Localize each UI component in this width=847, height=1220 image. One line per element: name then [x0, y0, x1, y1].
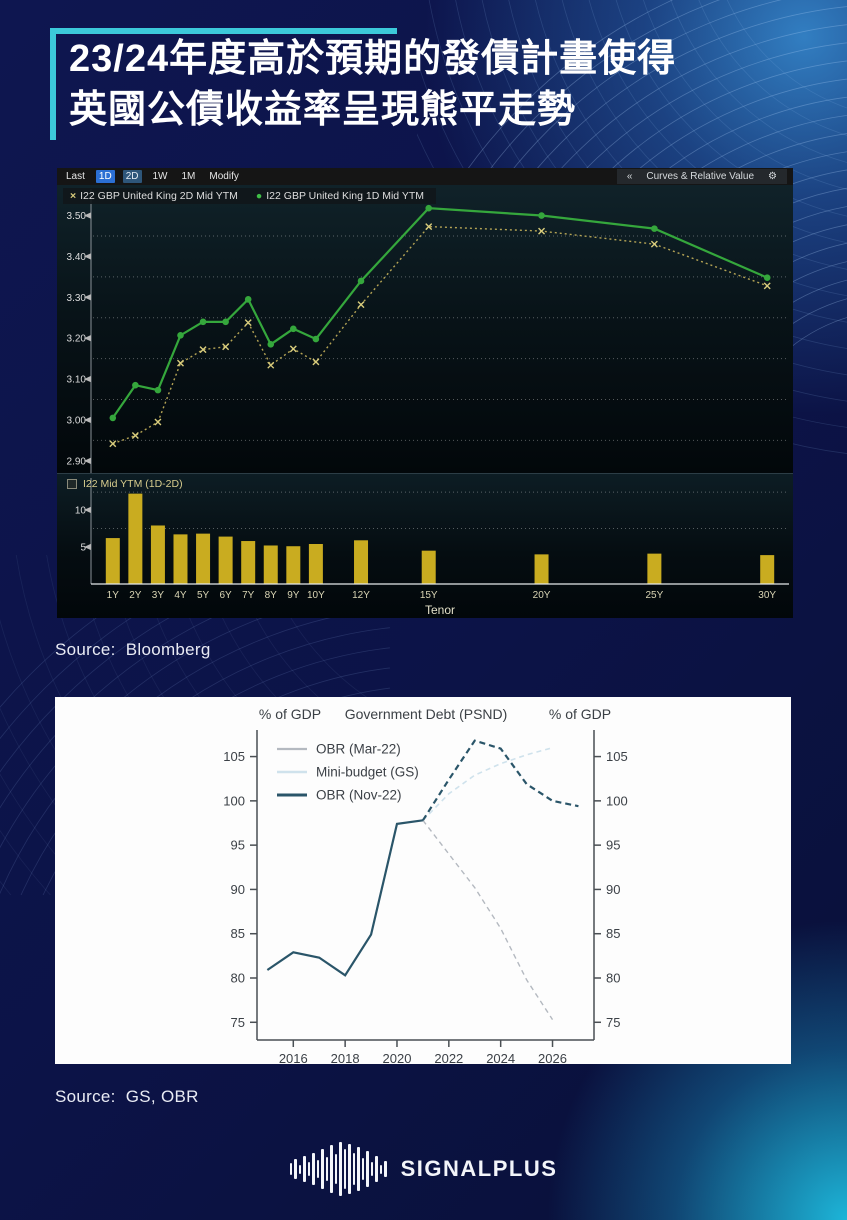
bloomberg-toolbar: Last 1D 2D 1W 1M Modify « Curves & Relat…: [57, 168, 793, 185]
svg-text:100: 100: [606, 793, 628, 808]
legend-item-2d[interactable]: × I22 GBP United King 2D Mid YTM: [70, 190, 238, 202]
range-2d-button[interactable]: 2D: [122, 170, 142, 183]
svg-text:3.10: 3.10: [67, 375, 87, 386]
range-1w-button[interactable]: 1W: [152, 171, 168, 182]
source-gs-obr-caption: Source: GS, OBR: [55, 1087, 199, 1106]
bar-legend-label: I22 Mid YTM (1D-2D): [83, 478, 183, 490]
svg-text:10: 10: [75, 505, 87, 516]
svg-text:Mini-budget (GS): Mini-budget (GS): [316, 765, 419, 780]
title-accent-left-bar: [50, 28, 56, 140]
svg-text:25Y: 25Y: [645, 590, 663, 601]
svg-text:100: 100: [223, 793, 245, 808]
legend-checkbox-icon[interactable]: [67, 479, 77, 489]
bar-chart-legend[interactable]: I22 Mid YTM (1D-2D): [67, 478, 183, 490]
government-debt-chart-panel: % of GDP Government Debt (PSND) % of GDP…: [55, 697, 791, 1064]
svg-text:2020: 2020: [383, 1051, 412, 1064]
svg-text:2016: 2016: [279, 1051, 308, 1064]
range-1m-button[interactable]: 1M: [181, 171, 196, 182]
svg-text:6Y: 6Y: [220, 590, 233, 601]
svg-text:95: 95: [606, 838, 620, 853]
page-title-line1: 23/24年度高於預期的發債計畫使得: [69, 38, 677, 80]
right-axis-unit-label: % of GDP: [548, 706, 612, 722]
left-axis-unit-label: % of GDP: [258, 706, 322, 722]
svg-text:105: 105: [223, 749, 245, 764]
page-title: 23/24年度高於預期的發債計畫使得 英國公債收益率呈現熊平走勢: [69, 34, 809, 136]
svg-text:90: 90: [231, 882, 245, 897]
svg-text:90: 90: [606, 882, 620, 897]
panel-title-bar: « Curves & Relative Value ⚙: [616, 169, 787, 184]
dot-marker-icon: ●: [255, 190, 263, 202]
svg-text:80: 80: [231, 971, 245, 986]
svg-text:10Y: 10Y: [307, 590, 325, 601]
svg-text:1Y: 1Y: [107, 590, 120, 601]
svg-text:2018: 2018: [331, 1051, 360, 1064]
svg-text:75: 75: [231, 1015, 245, 1030]
svg-text:80: 80: [606, 971, 620, 986]
svg-text:7Y: 7Y: [242, 590, 255, 601]
svg-text:3.30: 3.30: [67, 293, 87, 304]
gear-icon[interactable]: ⚙: [768, 171, 777, 182]
svg-text:85: 85: [606, 926, 620, 941]
svg-text:20Y: 20Y: [533, 590, 551, 601]
svg-text:3.50: 3.50: [67, 211, 87, 222]
yield-curve-chart-area: × I22 GBP United King 2D Mid YTM ● I22 GBP…: [57, 185, 793, 473]
svg-text:2024: 2024: [486, 1051, 515, 1064]
svg-text:2Y: 2Y: [129, 590, 142, 601]
svg-text:5Y: 5Y: [197, 590, 210, 601]
svg-text:3.00: 3.00: [67, 415, 87, 426]
ytm-spread-bar-chart-area: I22 Mid YTM (1D-2D) 5 10 1Y 2Y 3Y 4Y 5Y 6Y 7Y 8Y 9…: [57, 473, 793, 618]
svg-text:OBR (Nov-22): OBR (Nov-22): [316, 788, 402, 803]
svg-text:2022: 2022: [434, 1051, 463, 1064]
legend-label-2d: I22 GBP United King 2D Mid YTM: [80, 190, 238, 202]
last-label: Last: [66, 171, 85, 182]
svg-text:5: 5: [80, 542, 86, 553]
svg-text:2.90: 2.90: [67, 456, 87, 467]
yield-curve-legend: × I22 GBP United King 2D Mid YTM ● I22 GBP…: [63, 188, 437, 204]
title-accent-top-bar: [50, 28, 397, 34]
svg-text:15Y: 15Y: [420, 590, 438, 601]
svg-text:75: 75: [606, 1015, 620, 1030]
svg-text:30Y: 30Y: [758, 590, 776, 601]
svg-text:105: 105: [606, 749, 628, 764]
modify-button[interactable]: Modify: [209, 171, 239, 182]
panel-title: Curves & Relative Value: [646, 171, 755, 182]
svg-text:9Y: 9Y: [287, 590, 300, 601]
range-1d-button[interactable]: 1D: [95, 170, 115, 183]
svg-text:85: 85: [231, 926, 245, 941]
gdp-chart-title: Government Debt (PSND): [344, 706, 508, 722]
svg-text:8Y: 8Y: [265, 590, 278, 601]
svg-text:3Y: 3Y: [152, 590, 165, 601]
svg-text:12Y: 12Y: [352, 590, 370, 601]
brand-name: SIGNALPLUS: [400, 1156, 558, 1181]
bloomberg-terminal-panel: Last 1D 2D 1W 1M Modify « Curves & Relat…: [57, 168, 793, 618]
svg-text:Tenor: Tenor: [425, 603, 455, 617]
legend-item-1d[interactable]: ● I22 GBP United King 1D Mid YTM: [256, 190, 424, 202]
page-title-line2: 英國公債收益率呈現熊平走勢: [69, 89, 577, 131]
svg-text:4Y: 4Y: [174, 590, 187, 601]
svg-text:3.40: 3.40: [67, 252, 87, 263]
ytm-spread-bar-svg: 5 10 1Y 2Y 3Y 4Y 5Y 6Y 7Y 8Y 9Y 10Y 12Y 15Y 20Y 25Y 30Y T…: [75, 478, 789, 617]
svg-text:OBR (Mar-22): OBR (Mar-22): [316, 742, 401, 757]
gdp-debt-svg: 75 75 80 80 85 85 90 90 95 95 100 100 105 105 2016 2018…: [223, 730, 628, 1064]
svg-text:3.20: 3.20: [67, 334, 87, 345]
signalplus-waveform-icon: [289, 1137, 387, 1201]
yield-curve-svg: 2.90 3.00 3.10 3.20 3.30 3.40 3.50: [67, 189, 789, 473]
svg-text:2026: 2026: [538, 1051, 567, 1064]
legend-label-1d: I22 GBP United King 1D Mid YTM: [266, 190, 425, 202]
back-arrow-icon[interactable]: «: [626, 171, 633, 182]
x-marker-icon: ×: [70, 190, 77, 202]
svg-text:95: 95: [231, 838, 245, 853]
source-bloomberg-caption: Source: Bloomberg: [55, 640, 211, 659]
footer: SIGNALPLUS: [0, 1136, 847, 1202]
